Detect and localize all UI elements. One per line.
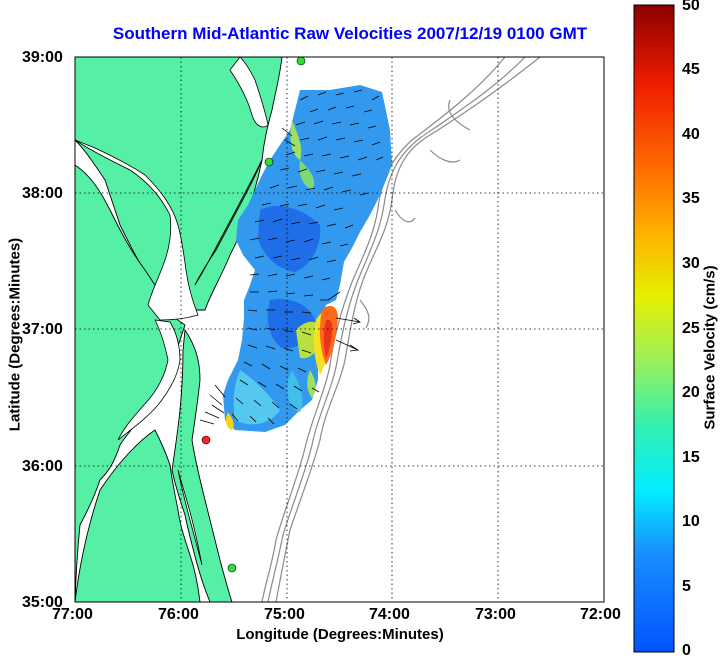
y-tick-label: 35:00 — [22, 594, 63, 611]
velocity-arrows — [199, 89, 384, 425]
colorbar-tick-label: 15 — [682, 449, 700, 466]
x-tick-label: 75:00 — [264, 606, 305, 623]
x-tick-label: 73:00 — [475, 606, 516, 623]
colorbar-tick-label: 50 — [682, 0, 700, 14]
colorbar-tick-label: 10 — [682, 513, 700, 530]
x-tick-label: 72:00 — [580, 606, 621, 623]
x-tick-label: 76:00 — [158, 606, 199, 623]
plot-frame — [74, 56, 605, 603]
x-tick-label: 74:00 — [369, 606, 410, 623]
map-title: Southern Mid-Atlantic Raw Velocities 200… — [112, 24, 588, 43]
station-marker — [201, 435, 211, 445]
bathymetry-contours — [261, 57, 541, 602]
colorbar-label: Surface Velocity (cm/s) — [701, 265, 719, 430]
radar-stations — [201, 56, 306, 573]
y-tick-label: 36:00 — [22, 458, 63, 475]
colorbar-tick-label: 25 — [682, 320, 700, 337]
y-axis-label: Latitude (Degrees:Minutes) — [6, 237, 24, 432]
bays — [75, 57, 269, 566]
colorbar-tick-label: 20 — [682, 384, 700, 401]
x-axis-label: Longitude (Degrees:Minutes) — [236, 626, 444, 643]
colorbar-tick-label: 40 — [682, 126, 700, 143]
station-marker — [264, 157, 274, 167]
y-tick-label: 39:00 — [22, 49, 63, 66]
land-mass — [75, 57, 283, 602]
colorbar-tick-label: 30 — [682, 255, 700, 272]
colorbar-tick-label: 45 — [682, 61, 700, 78]
x-tick-label: 77:00 — [52, 606, 93, 623]
colorbar-tick-label: 5 — [682, 578, 691, 595]
station-marker — [296, 56, 306, 66]
colorbar-tick-label: 35 — [682, 190, 700, 207]
colorbar-tick-label: 0 — [682, 642, 691, 659]
station-marker — [227, 563, 237, 573]
velocity-field — [223, 85, 392, 432]
grid — [75, 57, 604, 602]
y-tick-label: 38:00 — [22, 185, 63, 202]
y-tick-label: 37:00 — [22, 321, 63, 338]
colorbar — [633, 4, 675, 653]
